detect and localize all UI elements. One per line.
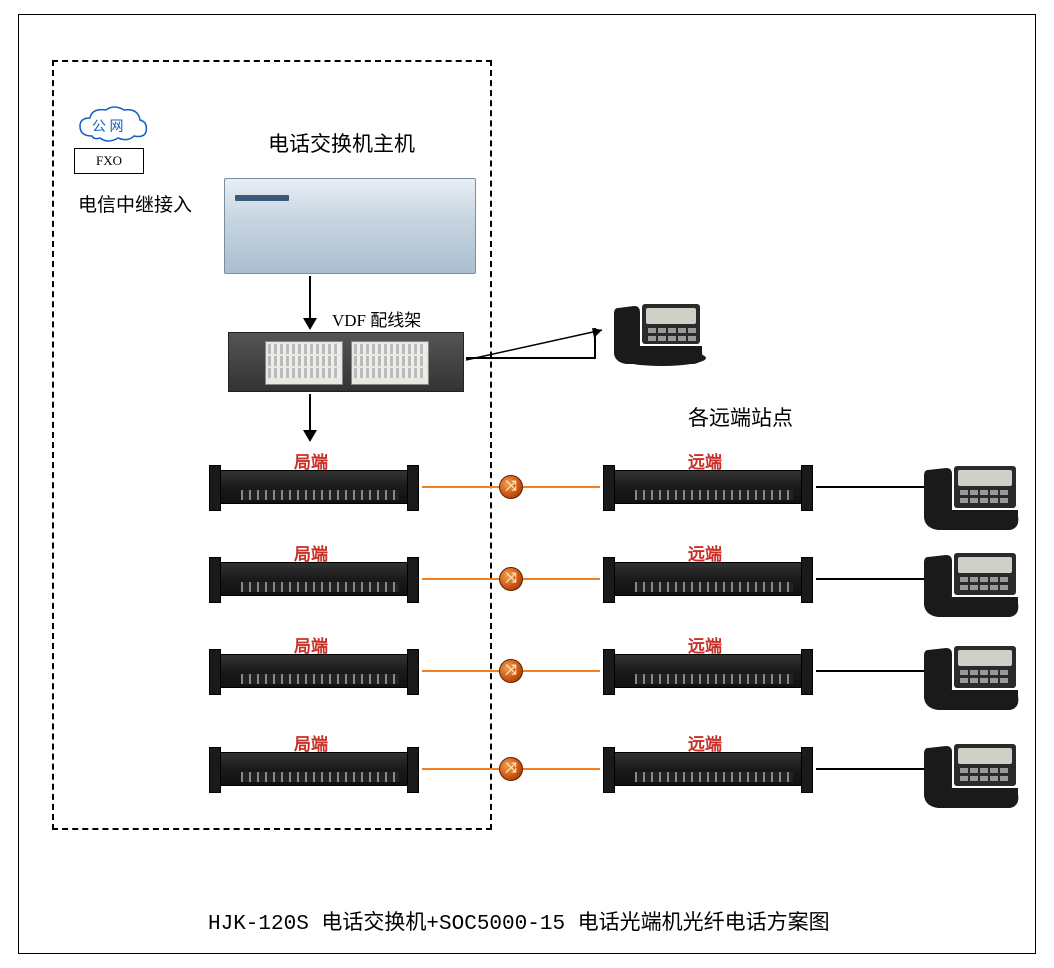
arrow-pbx-to-vdf [309, 276, 311, 320]
remote-sites-label: 各远端站点 [688, 402, 793, 432]
phone-local [610, 296, 706, 377]
local-site-box [52, 60, 492, 830]
fiber-connector-icon: ⤨ [499, 475, 523, 499]
remote-optical-terminal [604, 752, 812, 786]
remote-optical-terminal [604, 654, 812, 688]
link-to-phone [816, 578, 926, 580]
arrow-vdf-to-racks [309, 394, 311, 432]
public-network-cloud: 公 网 [74, 102, 152, 153]
vdf-patch-panel [228, 332, 464, 392]
local-optical-terminal [210, 562, 418, 596]
arrow-vdf-to-racks-head [303, 430, 317, 442]
remote-phone [920, 545, 1024, 630]
link-to-phone [816, 768, 926, 770]
pbx-host-device [224, 178, 476, 274]
remote-phone [920, 736, 1024, 821]
remote-optical-terminal [604, 562, 812, 596]
diagram-title: HJK-120S 电话交换机+SOC5000-15 电话光端机光纤电话方案图 [208, 906, 830, 936]
arrow-vdf-phone-svg [466, 316, 616, 366]
vdf-label: VDF 配线架 [332, 306, 421, 331]
pbx-host-label: 电话交换机主机 [268, 128, 415, 158]
fiber-connector-icon: ⤨ [499, 757, 523, 781]
remote-optical-terminal [604, 470, 812, 504]
local-optical-terminal [210, 654, 418, 688]
link-to-phone [816, 486, 926, 488]
remote-phone [920, 458, 1024, 543]
remote-phone [920, 638, 1024, 723]
fiber-connector-icon: ⤨ [499, 659, 523, 683]
link-to-phone [816, 670, 926, 672]
cloud-label: 公 网 [92, 116, 124, 136]
local-optical-terminal [210, 752, 418, 786]
fxo-text: FXO [96, 153, 122, 168]
local-optical-terminal [210, 470, 418, 504]
telecom-trunk-label: 电信中继接入 [78, 190, 192, 217]
fxo-box: FXO [74, 148, 144, 174]
arrow-pbx-to-vdf-head [303, 318, 317, 330]
fiber-connector-icon: ⤨ [499, 567, 523, 591]
